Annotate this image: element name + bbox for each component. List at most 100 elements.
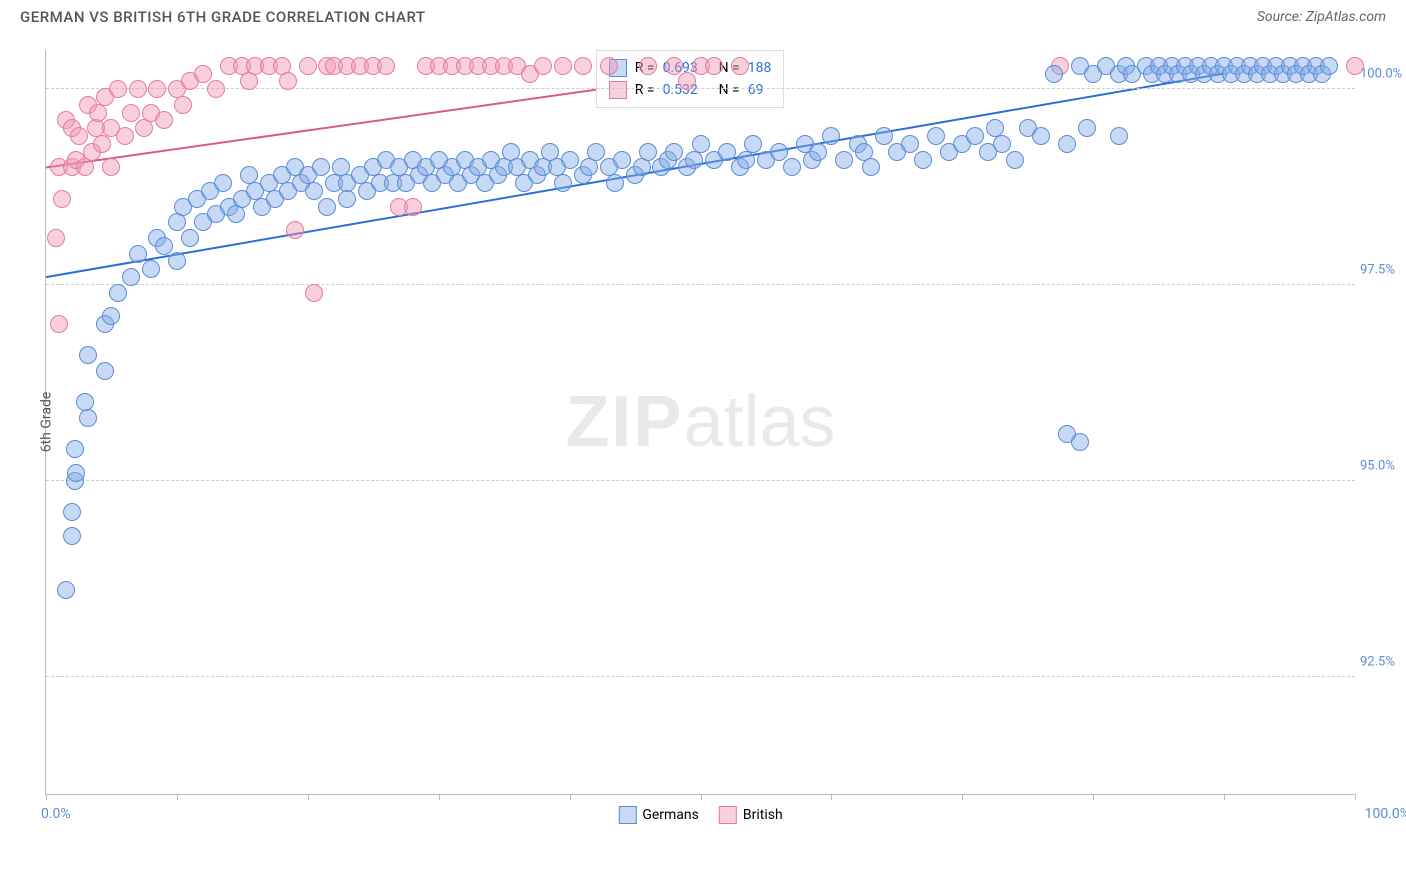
data-point-british[interactable] bbox=[135, 119, 153, 137]
legend-item-british[interactable]: British bbox=[719, 806, 783, 824]
grid-line bbox=[46, 480, 1355, 481]
data-point-germans[interactable] bbox=[214, 174, 232, 192]
data-point-british[interactable] bbox=[89, 104, 107, 122]
data-point-british[interactable] bbox=[155, 111, 173, 129]
data-point-germans[interactable] bbox=[606, 174, 624, 192]
data-point-germans[interactable] bbox=[76, 393, 94, 411]
data-point-germans[interactable] bbox=[613, 151, 631, 169]
data-point-germans[interactable] bbox=[783, 158, 801, 176]
data-point-germans[interactable] bbox=[181, 229, 199, 247]
data-point-germans[interactable] bbox=[718, 143, 736, 161]
data-point-germans[interactable] bbox=[1320, 57, 1338, 75]
data-point-british[interactable] bbox=[76, 158, 94, 176]
data-point-british[interactable] bbox=[279, 72, 297, 90]
data-point-germans[interactable] bbox=[168, 252, 186, 270]
data-point-germans[interactable] bbox=[57, 581, 75, 599]
data-point-germans[interactable] bbox=[633, 158, 651, 176]
data-point-germans[interactable] bbox=[809, 143, 827, 161]
data-point-germans[interactable] bbox=[744, 135, 762, 153]
legend-item-germans[interactable]: Germans bbox=[618, 806, 699, 824]
data-point-germans[interactable] bbox=[109, 284, 127, 302]
data-point-british[interactable] bbox=[148, 80, 166, 98]
data-point-british[interactable] bbox=[554, 57, 572, 75]
x-tick bbox=[46, 794, 47, 800]
data-point-germans[interactable] bbox=[685, 151, 703, 169]
data-point-germans[interactable] bbox=[1110, 127, 1128, 145]
data-point-germans[interactable] bbox=[155, 237, 173, 255]
data-point-germans[interactable] bbox=[639, 143, 657, 161]
data-point-germans[interactable] bbox=[79, 409, 97, 427]
data-point-british[interactable] bbox=[377, 57, 395, 75]
data-point-germans[interactable] bbox=[338, 190, 356, 208]
data-point-germans[interactable] bbox=[692, 135, 710, 153]
x-tick bbox=[177, 794, 178, 800]
data-point-germans[interactable] bbox=[875, 127, 893, 145]
data-point-british[interactable] bbox=[600, 57, 618, 75]
data-point-germans[interactable] bbox=[554, 174, 572, 192]
data-point-germans[interactable] bbox=[862, 158, 880, 176]
data-point-british[interactable] bbox=[174, 96, 192, 114]
data-point-germans[interactable] bbox=[737, 151, 755, 169]
data-point-germans[interactable] bbox=[312, 158, 330, 176]
data-point-germans[interactable] bbox=[1071, 433, 1089, 451]
data-point-germans[interactable] bbox=[993, 135, 1011, 153]
data-point-germans[interactable] bbox=[67, 464, 85, 482]
x-tick bbox=[1224, 794, 1225, 800]
data-point-germans[interactable] bbox=[561, 151, 579, 169]
data-point-germans[interactable] bbox=[1032, 127, 1050, 145]
data-point-germans[interactable] bbox=[822, 127, 840, 145]
data-point-germans[interactable] bbox=[142, 260, 160, 278]
data-point-germans[interactable] bbox=[318, 198, 336, 216]
data-point-british[interactable] bbox=[574, 57, 592, 75]
data-point-germans[interactable] bbox=[63, 503, 81, 521]
data-point-british[interactable] bbox=[53, 190, 71, 208]
data-point-germans[interactable] bbox=[66, 440, 84, 458]
data-point-british[interactable] bbox=[299, 57, 317, 75]
data-point-british[interactable] bbox=[305, 284, 323, 302]
data-point-british[interactable] bbox=[705, 57, 723, 75]
data-point-british[interactable] bbox=[129, 80, 147, 98]
data-point-germans[interactable] bbox=[914, 151, 932, 169]
data-point-british[interactable] bbox=[1346, 57, 1364, 75]
data-point-germans[interactable] bbox=[665, 143, 683, 161]
data-point-british[interactable] bbox=[286, 221, 304, 239]
data-point-british[interactable] bbox=[47, 229, 65, 247]
data-point-british[interactable] bbox=[194, 65, 212, 83]
data-point-british[interactable] bbox=[70, 127, 88, 145]
data-point-british[interactable] bbox=[731, 57, 749, 75]
data-point-germans[interactable] bbox=[63, 527, 81, 545]
data-point-germans[interactable] bbox=[122, 268, 140, 286]
data-point-british[interactable] bbox=[678, 72, 696, 90]
data-point-british[interactable] bbox=[240, 72, 258, 90]
data-point-germans[interactable] bbox=[102, 307, 120, 325]
data-point-germans[interactable] bbox=[1045, 65, 1063, 83]
data-point-germans[interactable] bbox=[227, 205, 245, 223]
data-point-british[interactable] bbox=[93, 135, 111, 153]
data-point-germans[interactable] bbox=[835, 151, 853, 169]
data-point-germans[interactable] bbox=[927, 127, 945, 145]
data-point-germans[interactable] bbox=[1078, 119, 1096, 137]
data-point-germans[interactable] bbox=[1058, 135, 1076, 153]
data-point-germans[interactable] bbox=[79, 346, 97, 364]
data-point-british[interactable] bbox=[207, 80, 225, 98]
data-point-germans[interactable] bbox=[168, 213, 186, 231]
data-point-british[interactable] bbox=[109, 80, 127, 98]
data-point-british[interactable] bbox=[116, 127, 134, 145]
x-axis-min-label: 0.0% bbox=[41, 806, 71, 822]
data-point-germans[interactable] bbox=[770, 143, 788, 161]
data-point-germans[interactable] bbox=[1006, 151, 1024, 169]
data-point-british[interactable] bbox=[665, 57, 683, 75]
data-point-germans[interactable] bbox=[129, 245, 147, 263]
data-point-germans[interactable] bbox=[96, 362, 114, 380]
data-point-british[interactable] bbox=[639, 57, 657, 75]
data-point-germans[interactable] bbox=[966, 127, 984, 145]
data-point-british[interactable] bbox=[102, 158, 120, 176]
data-point-british[interactable] bbox=[534, 57, 552, 75]
data-point-british[interactable] bbox=[122, 104, 140, 122]
data-point-germans[interactable] bbox=[901, 135, 919, 153]
data-point-germans[interactable] bbox=[305, 182, 323, 200]
data-point-british[interactable] bbox=[404, 198, 422, 216]
data-point-british[interactable] bbox=[50, 315, 68, 333]
data-point-germans[interactable] bbox=[587, 143, 605, 161]
data-point-germans[interactable] bbox=[580, 158, 598, 176]
